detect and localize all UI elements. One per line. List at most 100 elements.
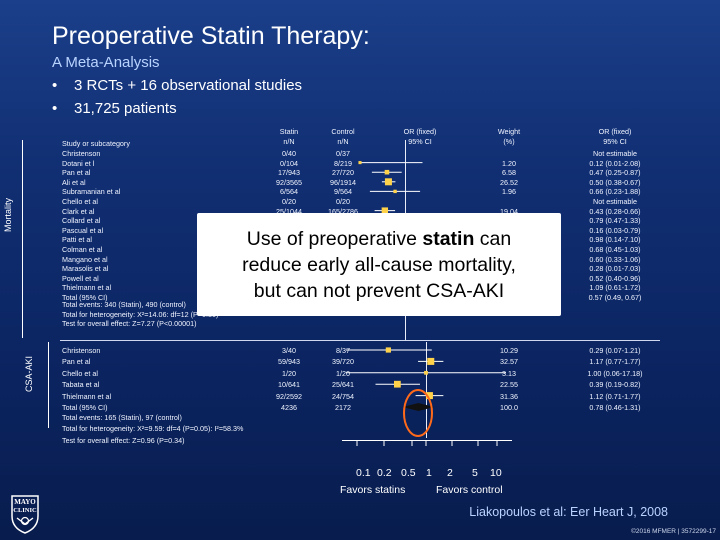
footer-note: Total for heterogeneity: X²=14.06: df=12… [62,309,219,319]
statin-events: 10/641 [278,380,300,390]
bullet-text: 3 RCTs + 16 observational studies [74,77,303,94]
slide-title: Preoperative Statin Therapy: [52,22,370,50]
col-header-or: OR (fixed) 95% CI [403,127,437,146]
weight-value: 10.29 [500,346,518,355]
callout-line: reduce early all-cause mortality, [242,254,516,276]
study-estimate-marker [424,370,428,375]
null-effect-line [426,342,427,438]
statin-events: 25/1044 [276,206,302,216]
statin-events: 3/40 [282,346,296,355]
or-ci-value: 1.09 (0.61-1.72) [589,283,641,293]
or-ci-value: 0.79 (0.47-1.33) [589,216,641,226]
axis-tick-label: 0.5 [401,467,416,479]
or-ci-value: Not estimable [593,197,637,206]
study-name: Pan et al [62,168,91,178]
study-name: Christenson [62,346,101,355]
conclusion-callout: Use of preoperative statin can reduce ea… [197,213,561,316]
study-name: Christenson [62,149,101,158]
favors-statins-label: Favors statins [340,484,406,496]
or-ci-value: 1.12 (0.71-1.77) [589,391,641,401]
col-header-control: Control n/N [331,127,355,146]
bullet-glyph: • [52,77,58,94]
footer-note: Total for heterogeneity: X²=9.59: df=4 (… [62,424,244,434]
or-ci-value: 0.57 (0.49, 0.67) [588,293,642,302]
study-estimate-marker [385,347,391,353]
callout-line: but can not prevent CSA-AKI [253,280,505,302]
control-events: 1/20 [336,368,350,378]
study-estimate-marker [384,178,392,186]
study-name: Colman et al [62,245,103,254]
control-events: 39/720 [332,357,354,367]
or-ci-value: 0.50 (0.38-0.67) [589,177,641,187]
or-ci-value: 0.66 (0.23-1.88) [589,187,641,197]
or-ci-value: 0.98 (0.14-7.10) [589,235,641,245]
bullet-item: • 3 RCTs + 16 observational studies [52,77,302,94]
study-name: Clark et al [62,206,95,216]
axis-tick-label: 1 [426,467,432,479]
weight-value: 100.0 [500,403,518,412]
footer-note: Test for overall effect: Z=7.27 (P<0.000… [62,319,197,329]
control-events: 2172 [335,403,351,412]
svg-text:CLINIC: CLINIC [13,507,37,514]
control-events: 8/37 [336,346,350,355]
bullet-text: 31,725 patients [74,100,177,117]
weight-value: 31.36 [500,391,518,401]
statin-events: 1/20 [282,368,296,378]
study-name: Pascual et al [62,225,104,235]
or-ci-value: 0.68 (0.45-1.03) [589,245,641,254]
or-ci-value: 0.12 (0.01-2.08) [589,158,641,168]
study-name: Patti et al [62,235,92,245]
statin-events: 0/40 [282,149,296,158]
favors-control-label: Favors control [436,484,503,496]
control-events: 25/641 [332,380,354,390]
section-divider [22,140,23,338]
callout-line: Use of preoperative statin can [246,228,512,250]
footer-note: Test for overall effect: Z=0.96 (P=0.34) [62,435,185,445]
axis-tick-label: 2 [447,467,453,479]
statin-events: 17/943 [278,168,300,178]
statin-events: 92/3565 [276,177,302,187]
study-name: Thielmann et al [62,283,112,293]
study-name: Mangano et al [62,254,108,264]
table-separator [60,340,660,341]
study-name: Total (95% CI) [62,293,108,302]
study-name: Marasolis et al [62,264,109,274]
control-events: 9/564 [334,187,352,197]
axis-tick-label: 5 [472,467,478,479]
or-ci-value: 0.78 (0.46-1.31) [589,403,641,412]
pooled-estimate-diamond [402,403,435,411]
or-ci-value: 0.43 (0.28-0.66) [589,206,641,216]
study-name: Chello et al [62,368,98,378]
or-ci-value: 1.00 (0.06-17.18) [587,368,643,378]
study-estimate-marker [393,189,397,194]
weight-value: 26.52 [500,177,518,187]
study-name: Ali et al [62,177,86,187]
control-events: 27/720 [332,168,354,178]
weight-value: 32.57 [500,357,518,367]
or-ci-value: 0.16 (0.03-0.79) [589,225,641,235]
or-ci-value: 0.47 (0.25-0.87) [589,168,641,178]
mayo-clinic-logo: MAYO CLINIC [11,495,39,534]
svg-text:MAYO: MAYO [14,498,36,506]
bullet-glyph: • [52,100,58,117]
weight-value: 22.55 [500,380,518,390]
col-header-weight: Weight (%) [497,127,521,146]
statin-events: 92/2592 [276,391,302,401]
study-estimate-marker [427,357,435,365]
study-name: Powell et al [62,273,99,283]
weight-value: 19.04 [500,206,518,216]
study-estimate-marker [381,207,389,214]
study-name: Dotani et l [62,158,95,168]
footer-note: Total events: 165 (Statin), 97 (control) [62,413,182,422]
col-header-or-ci: OR (fixed) 95% CI [598,127,632,146]
weight-value: 6.58 [502,168,516,178]
study-name: Collard et al [62,216,101,226]
control-events: 8/219 [334,158,352,168]
or-ci-value: 1.17 (0.77-1.77) [589,357,641,367]
col-header-statin: Statin n/N [279,127,299,146]
control-events: 0/20 [336,197,350,206]
statin-events: 0/104 [280,158,298,168]
statin-events: 6/564 [280,187,298,197]
study-name: Total (95% CI) [62,403,108,412]
study-estimate-marker [394,380,401,388]
